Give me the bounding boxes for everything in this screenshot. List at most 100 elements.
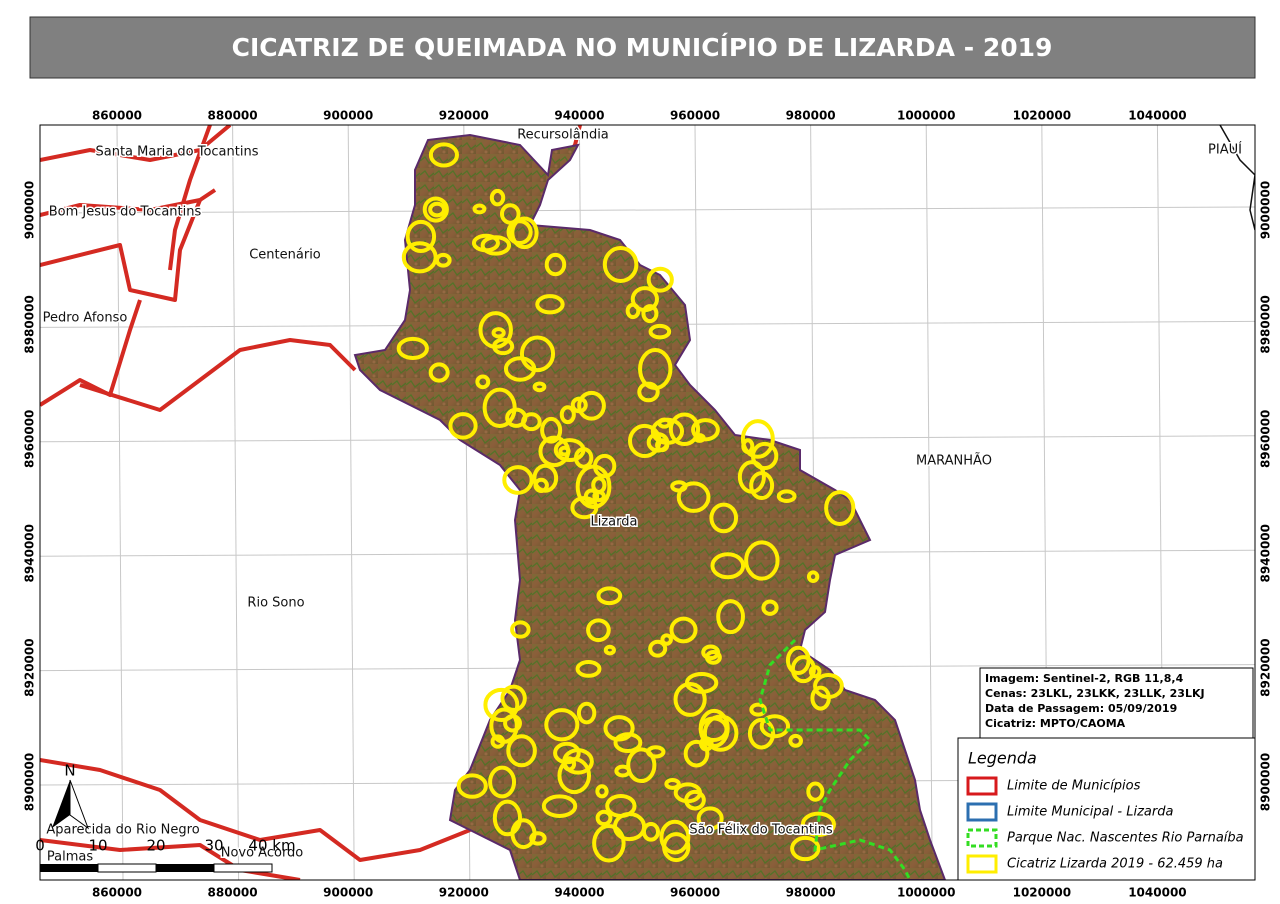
burn-scar <box>737 460 766 494</box>
burn-scar <box>573 446 594 469</box>
place-label: Palmas <box>47 850 93 865</box>
burn-scar <box>696 806 724 831</box>
burn-scar <box>790 835 821 862</box>
burn-scars <box>396 142 856 863</box>
scale-label: 30 <box>204 837 223 855</box>
burn-scar <box>684 789 706 811</box>
burn-scar <box>668 412 701 447</box>
burn-scar <box>577 390 606 421</box>
x-coord-label: 1040000 <box>1128 886 1186 900</box>
burn-scar <box>396 336 429 360</box>
burn-scar <box>664 777 681 790</box>
x-coord-label: 980000 <box>786 886 836 900</box>
info-line: Cicatriz: MPTO/CAOMA <box>985 717 1126 730</box>
burn-scar <box>676 481 711 513</box>
scale-label: 0 <box>35 837 45 855</box>
x-coord-label: 1020000 <box>1013 109 1071 123</box>
info-line: Cenas: 23LKL, 23LKK, 23LLK, 23LKJ <box>985 687 1205 700</box>
place-label: PIAUÍ <box>1208 142 1242 158</box>
burn-scar <box>475 374 491 390</box>
x-coord-label: 900000 <box>323 886 373 900</box>
place-label: Lizarda <box>591 515 638 530</box>
y-coord-label: 9000000 <box>1259 181 1273 239</box>
legend-swatch <box>966 828 998 848</box>
burn-scar <box>595 784 609 799</box>
x-coord-label: 920000 <box>439 109 489 123</box>
burn-scar <box>595 809 613 827</box>
legend-title: Legenda <box>968 749 1037 768</box>
place-label: Recursolândia <box>517 128 609 143</box>
x-coord-label: 860000 <box>92 109 142 123</box>
burn-scar <box>428 142 459 168</box>
y-coord-label: 8940000 <box>23 524 37 582</box>
burn-scar <box>648 323 672 340</box>
y-coord-label: 8980000 <box>1259 295 1273 353</box>
burn-scar <box>535 294 565 315</box>
burn-scar <box>586 618 611 643</box>
burn-scar <box>583 488 600 505</box>
grid-line <box>40 206 1255 214</box>
burn-scar <box>544 708 580 742</box>
grid-line <box>116 125 124 880</box>
place-label: Rio Sono <box>247 596 304 611</box>
burn-scar <box>638 347 673 391</box>
burn-scar <box>603 715 635 742</box>
x-coord-label: 960000 <box>670 886 720 900</box>
legend-label: Cicatriz Lizarda 2019 - 62.459 ha <box>1007 857 1223 872</box>
north-label: N <box>64 762 75 780</box>
burn-scar <box>704 649 722 665</box>
burn-scar <box>613 732 643 754</box>
burn-scar <box>428 362 450 383</box>
burn-scar <box>716 599 745 635</box>
burn-scar <box>710 552 746 580</box>
info-line: Imagem: Sentinel-2, RGB 11,8,4 <box>985 672 1184 685</box>
y-coord-label: 8920000 <box>23 638 37 696</box>
info-line: Data de Passagem: 05/09/2019 <box>985 702 1177 715</box>
burn-scar <box>699 736 714 752</box>
burn-scar <box>532 463 559 493</box>
burn-scar <box>637 381 660 403</box>
burn-scar <box>456 773 488 799</box>
place-label: Pedro Afonso <box>43 311 128 326</box>
place-label: São Félix do Tocantins <box>689 823 832 838</box>
x-coord-label: 880000 <box>208 886 258 900</box>
y-coord-label: 8940000 <box>1259 524 1273 582</box>
burn-scar <box>544 252 567 277</box>
scale-label: 20 <box>146 837 165 855</box>
x-coord-label: 1040000 <box>1128 109 1186 123</box>
x-coord-label: 900000 <box>323 109 373 123</box>
burn-scar <box>521 412 542 432</box>
burn-scar <box>788 733 803 748</box>
place-label: Aparecida do Rio Negro <box>46 823 199 838</box>
burn-scar <box>709 502 739 534</box>
burn-scar <box>698 708 730 748</box>
burn-scar <box>702 714 739 752</box>
legend-swatch <box>966 776 998 796</box>
burn-scar <box>740 419 775 459</box>
y-coord-label: 8960000 <box>23 410 37 468</box>
burn-scar <box>499 203 521 225</box>
burn-scar <box>540 416 563 444</box>
burn-scar <box>800 811 836 837</box>
legend: Legenda Limite de Municípios Limite Munic… <box>957 737 1256 881</box>
burn-scar <box>673 681 707 717</box>
legend-swatch <box>966 802 998 822</box>
x-coord-label: 940000 <box>554 109 604 123</box>
burn-scar <box>602 246 639 283</box>
burn-scar <box>510 620 531 639</box>
x-coord-label: 1000000 <box>897 109 955 123</box>
burn-scar <box>625 302 641 320</box>
burn-scar <box>570 396 588 414</box>
burn-scar <box>806 781 825 802</box>
x-coord-label: 940000 <box>554 886 604 900</box>
map-title: CICATRIZ DE QUEIMADA NO MUNICÍPIO DE LIZ… <box>232 33 1053 62</box>
burn-scar <box>519 335 556 373</box>
park-boundary <box>758 638 912 880</box>
y-coord-label: 8920000 <box>1259 638 1273 696</box>
burn-scar <box>489 188 506 207</box>
burn-scar <box>506 734 537 768</box>
x-coord-label: 1020000 <box>1013 886 1071 900</box>
burn-scar <box>472 203 487 215</box>
municipal-boundaries <box>40 125 582 880</box>
